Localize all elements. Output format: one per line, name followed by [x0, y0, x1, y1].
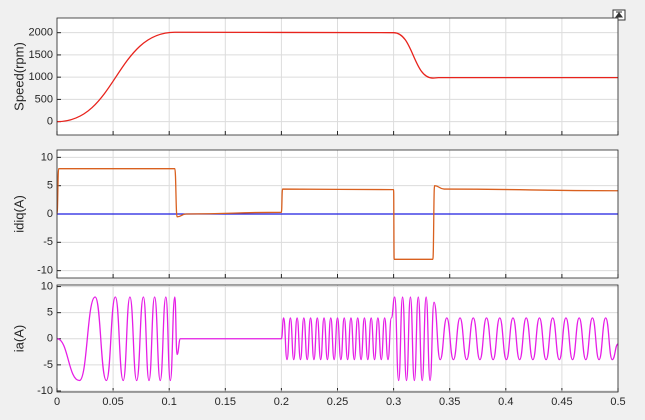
x-tick-label: 0 [54, 396, 60, 408]
series-line [56, 31, 618, 123]
y-tick-label: 500 [35, 93, 53, 105]
x-tick-label: 0.1 [162, 396, 177, 408]
x-tick-label: 0.5 [610, 396, 625, 408]
y-tick-label: 0 [47, 116, 53, 128]
x-tick-label: 0.45 [551, 396, 572, 408]
x-tick-label: 0.2 [274, 396, 289, 408]
series-line [56, 296, 619, 382]
y-tick-label: -5 [43, 359, 53, 371]
y-tick-label: -5 [43, 236, 53, 248]
y-tick-label: 0 [47, 333, 53, 345]
y-tick-label: -10 [37, 265, 53, 277]
y-tick-label: 5 [47, 307, 53, 319]
y-tick-label: 10 [41, 280, 53, 292]
series-line [56, 168, 619, 260]
y-axis-label: idiq(A) [11, 195, 26, 233]
x-tick-label: 0.15 [215, 396, 236, 408]
undock-button[interactable] [612, 9, 626, 21]
y-tick-label: 0 [47, 208, 53, 220]
axes-box [56, 149, 619, 279]
y-tick-label: 1500 [29, 49, 53, 61]
axes-box [56, 284, 619, 393]
x-tick-label: 0.25 [327, 396, 348, 408]
y-axis-label: ia(A) [11, 325, 26, 352]
x-tick-label: 0.05 [102, 396, 123, 408]
undock-glyph [615, 11, 623, 18]
y-tick-label: 2000 [29, 27, 53, 39]
y-tick-label: 1000 [29, 71, 53, 83]
x-tick-label: 0.35 [439, 396, 460, 408]
y-tick-label: -10 [37, 385, 53, 397]
y-tick-label: 5 [47, 180, 53, 192]
y-axis-label: Speed(rpm) [11, 42, 26, 111]
axes-box [56, 17, 619, 136]
x-tick-label: 0.4 [498, 396, 513, 408]
y-tick-label: 10 [41, 151, 53, 163]
x-tick-label: 0.3 [386, 396, 401, 408]
